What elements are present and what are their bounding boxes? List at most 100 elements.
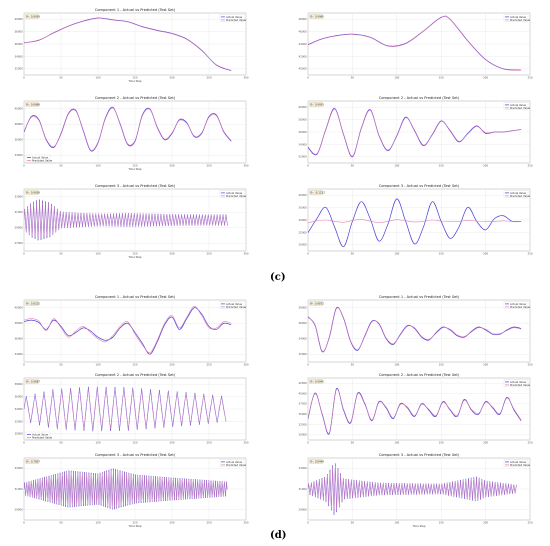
x-tick-label: 100	[394, 251, 399, 255]
y-tick-label: 30000	[299, 433, 308, 437]
predicted-value-line	[308, 16, 522, 71]
chart-svg: 30000 32500 35000 37500 40000 42500 0 50 100 150 2…	[299, 373, 533, 444]
x-tick-label: 200	[170, 440, 175, 444]
chart-title: Component 3 - Actual vs Predicted (Test …	[95, 184, 176, 188]
y-tick-label: 34000	[299, 337, 308, 341]
y-tick-label: 56000	[299, 130, 308, 134]
legend	[503, 301, 529, 309]
legend-entry: Actual Value	[510, 103, 526, 107]
chart-panel-c-component-2-left: 34000 36000 38000 40000 0 50 100 150 200 250 300 Co…	[6, 93, 256, 171]
r2-box	[25, 190, 39, 195]
x-tick-label: 300	[244, 75, 249, 79]
legend	[503, 379, 529, 387]
y-tick-label: 40000	[299, 193, 308, 197]
x-tick-label: 300	[244, 163, 249, 167]
y-tick-label: 42000	[299, 54, 308, 58]
x-tick-label: 150	[439, 362, 444, 366]
chart-panel-c-component-3-left: 27000 29000 31000 33000 0 50 100 150 200 250 300 Co…	[6, 181, 256, 259]
x-tick-label: 200	[170, 251, 175, 255]
x-tick-label: 200	[170, 75, 175, 79]
x-tick-label: 300	[244, 362, 249, 366]
y-tick-label: 42500	[299, 381, 308, 385]
chart-svg: 52000 54000 56000 58000 60000 0 50 100 150 200 250…	[299, 96, 533, 167]
x-tick-label: 250	[207, 440, 212, 444]
chart-title: Component 3 - Actual vs Predicted (Test …	[379, 184, 460, 188]
x-tick-label: 200	[170, 163, 175, 167]
y-tick-label: 20000	[299, 243, 308, 247]
y-tick-label: 33000	[15, 466, 24, 470]
y-tick-label: 31000	[299, 487, 308, 491]
x-tick-label: 200	[483, 163, 488, 167]
x-tick-label: 300	[244, 440, 249, 444]
legend	[219, 301, 245, 309]
chart-svg: 29000 31000 33000 0 50 100 150 200 250 Component …	[299, 453, 533, 528]
legend-entry: Predicted Value	[32, 435, 53, 439]
y-tick-label: 48000	[299, 17, 308, 21]
y-tick-label: 36000	[15, 138, 24, 142]
chart-panel-d-component-1-right: 32000 34000 36000 38000 0 50 100 150 200 250 Compo…	[290, 292, 540, 370]
legend-entry: Actual Value	[226, 191, 242, 195]
x-tick-label: 0	[23, 75, 25, 79]
actual-value-line	[24, 307, 232, 355]
x-tick-label: 0	[307, 440, 309, 444]
legend-entry: Actual Value	[32, 155, 48, 159]
chart-title: Component 2 - Actual vs Predicted (Test …	[379, 373, 460, 377]
chart-title: Component 3 - Actual vs Predicted (Test …	[379, 453, 460, 457]
chart-panel-c-component-3-right: 20000 25000 30000 35000 40000 0 50 100 150 200 250…	[290, 181, 540, 259]
r2-score: R²: 0.7857	[26, 460, 40, 464]
y-tick-label: 40000	[299, 67, 308, 71]
r2-score: R²: 0.9939	[26, 15, 40, 19]
y-tick-label: 34000	[15, 407, 24, 411]
x-tick-label: 100	[394, 362, 399, 366]
r2-score: R²: 0.8449	[310, 460, 324, 464]
x-tick-label: 50	[59, 362, 63, 366]
r2-box	[309, 14, 323, 19]
legend-entry: Actual Value	[510, 460, 526, 464]
x-tick-label: 200	[483, 75, 488, 79]
actual-value-line	[308, 198, 522, 248]
y-tick-label: 35000	[299, 206, 308, 210]
predicted-value-line	[24, 388, 227, 430]
x-tick-label: 150	[439, 520, 444, 524]
x-tick-label: 50	[351, 362, 355, 366]
y-tick-label: 38000	[15, 382, 24, 386]
x-tick-label: 100	[96, 362, 101, 366]
x-tick-label: 150	[133, 440, 138, 444]
predicted-value-line	[24, 17, 232, 71]
r2-score: R²: -0.1232	[310, 191, 325, 195]
chart-svg: 34000 36000 38000 40000 0 50 100 150 200 250 300 Co…	[15, 295, 249, 366]
y-tick-label: 38000	[15, 122, 24, 126]
y-tick-label: 46000	[299, 30, 308, 34]
y-tick-label: 40000	[15, 306, 24, 310]
chart-svg: 30000 32000 34000 36000 38000 0 50 100 150 200 250…	[15, 373, 249, 444]
legend	[503, 14, 529, 22]
chart-svg: 20000 25000 30000 35000 40000 0 50 100 150 200 250…	[299, 184, 533, 255]
legend-entry: Actual Value	[226, 302, 242, 306]
chart-title: Component 2 - Actual vs Predicted (Test …	[95, 96, 176, 100]
x-tick-label: 50	[59, 520, 63, 524]
x-tick-label: 200	[483, 251, 488, 255]
y-tick-label: 32000	[15, 67, 24, 71]
chart-panel-d-component-3-left: 29000 31000 33000 0 50 100 150 200 250 300 Compone…	[6, 450, 256, 528]
legend-entry: Actual Value	[510, 302, 526, 306]
chart-panel-c-component-1-left: 32000 34000 36000 38000 40000 0 50 100 150 200 250…	[6, 5, 256, 83]
legend-entry: Predicted Value	[510, 383, 531, 387]
x-tick-label: 250	[207, 520, 212, 524]
r2-box	[309, 190, 323, 195]
r2-box	[309, 102, 323, 107]
y-tick-label: 52000	[299, 155, 308, 159]
x-tick-label: 250	[528, 520, 533, 524]
x-tick-label: 300	[244, 251, 249, 255]
chart-svg: 32000 34000 36000 38000 40000 0 50 100 150 200 250…	[15, 8, 249, 83]
legend	[503, 459, 529, 467]
x-tick-label: 250	[528, 251, 533, 255]
legend-entry: Predicted Value	[32, 158, 53, 162]
chart-panel-d-component-3-right: 29000 31000 33000 0 50 100 150 200 250 Component …	[290, 450, 540, 528]
x-tick-label: 50	[59, 440, 63, 444]
x-tick-label: 150	[133, 251, 138, 255]
y-tick-label: 34000	[15, 54, 24, 58]
r2-score: R²: 0.9872	[310, 302, 324, 306]
chart-panel-c-component-2-right: 52000 54000 56000 58000 60000 0 50 100 150 200 250…	[290, 93, 540, 171]
x-tick-label: 250	[207, 362, 212, 366]
x-axis-label: Time Step	[412, 524, 425, 528]
